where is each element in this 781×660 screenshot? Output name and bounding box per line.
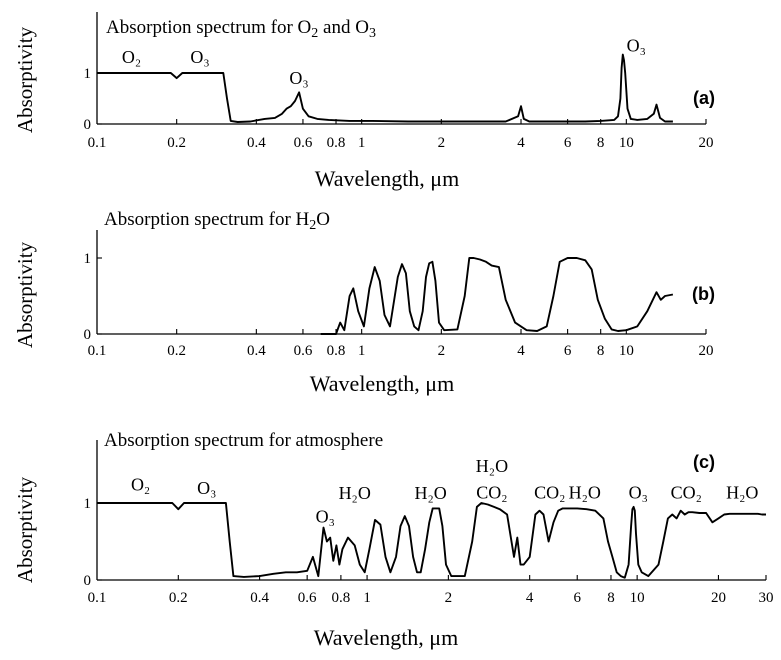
x-tick-label: 0.6 [298, 590, 317, 606]
molecule-annotation: O₃ [627, 36, 646, 56]
panel-c-ticks: 0.1 0.2 0.4 0.6 0.8 1 2 4 6 8 10 20 30 0 1 [84, 496, 774, 606]
panel-b: Absorption spectrum for H2O Absorptivity… [13, 209, 715, 396]
x-tick-label: 1 [358, 135, 366, 151]
x-tick-label: 1 [358, 343, 366, 359]
x-tick-label: 10 [630, 590, 645, 606]
x-tick-label: 0.1 [88, 343, 107, 359]
title-part: and O [318, 17, 369, 38]
title-part: Absorption spectrum for H [104, 209, 310, 230]
x-tick-label: 6 [564, 135, 572, 151]
panel-c-x-axis-label: Wavelength, μm [314, 625, 458, 650]
panel-b-x-axis-label: Wavelength, μm [310, 371, 454, 396]
panel-a-title: Absorption spectrum for O2 and O3 [106, 17, 376, 41]
panel-b-label: (b) [692, 284, 715, 304]
x-tick-label: 8 [597, 343, 605, 359]
molecule-annotation: H₂O [415, 483, 447, 503]
molecule-annotation: H₂O [569, 482, 601, 502]
molecule-annotation: H₂O [476, 456, 508, 476]
x-tick-label: 0.2 [167, 343, 186, 359]
panel-a-y-axis-label: Absorptivity [13, 26, 37, 133]
y-tick-label: 0 [84, 117, 92, 133]
molecule-annotation: H₂O [726, 482, 758, 502]
molecule-annotation: O₂ [122, 47, 141, 67]
molecule-annotation: O₃ [289, 68, 308, 88]
x-tick-label: 30 [759, 590, 774, 606]
molecule-annotation: CO₂ [476, 482, 507, 502]
molecule-annotation: CO₂ [534, 482, 565, 502]
x-tick-label: 0.4 [247, 135, 266, 151]
x-tick-label: 0.8 [327, 135, 346, 151]
panel-c-series-curve [97, 502, 766, 579]
title-part: 2 [311, 26, 318, 41]
panel-b-series-curve [320, 257, 674, 335]
x-tick-label: 0.2 [167, 135, 186, 151]
title-part: Absorption spectrum for O [106, 17, 311, 38]
panel-c-label: (c) [693, 452, 715, 472]
title-part: Absorption spectrum for atmosphere [104, 430, 383, 451]
panel-a-annotations: O₂ O₃ O₃ O₃ [122, 36, 646, 89]
x-tick-label: 6 [573, 590, 581, 606]
molecule-annotation: O₃ [190, 47, 209, 67]
panel-b-title: Absorption spectrum for H2O [104, 209, 330, 233]
title-part: O [316, 209, 330, 230]
molecule-annotation: CO₂ [671, 482, 702, 502]
panel-c-title: Absorption spectrum for atmosphere [104, 430, 383, 451]
x-tick-label: 0.6 [294, 135, 313, 151]
panel-a-series-curve [97, 53, 673, 123]
x-tick-label: 0.2 [169, 590, 188, 606]
y-tick-label: 1 [84, 251, 92, 267]
molecule-annotation: O₃ [197, 478, 216, 498]
x-tick-label: 0.4 [247, 343, 266, 359]
y-tick-label: 0 [84, 327, 92, 343]
x-tick-label: 10 [619, 343, 634, 359]
x-tick-label: 6 [564, 343, 572, 359]
y-tick-label: 1 [84, 496, 92, 512]
x-tick-label: 2 [438, 135, 446, 151]
panel-b-ticks: 0.1 0.2 0.4 0.6 0.8 1 2 4 6 8 10 20 0 1 [84, 251, 714, 359]
molecule-annotation: H₂O [339, 483, 371, 503]
x-tick-label: 8 [597, 135, 605, 151]
panel-b-y-axis-label: Absorptivity [13, 241, 37, 348]
x-tick-label: 0.1 [88, 135, 107, 151]
title-part: 3 [369, 26, 376, 41]
x-tick-label: 4 [517, 135, 525, 151]
x-tick-label: 20 [699, 343, 714, 359]
x-tick-label: 8 [607, 590, 615, 606]
panel-c-y-axis-label: Absorptivity [13, 476, 37, 583]
x-tick-label: 0.1 [88, 590, 107, 606]
panel-a-ticks: 0.1 0.2 0.4 0.6 0.8 1 2 4 6 8 10 20 0 1 [84, 66, 714, 151]
x-tick-label: 4 [526, 590, 534, 606]
x-tick-label: 20 [699, 135, 714, 151]
x-tick-label: 0.4 [250, 590, 269, 606]
panel-a-x-axis-label: Wavelength, μm [315, 166, 459, 191]
molecule-annotation: O₂ [131, 475, 150, 495]
x-tick-label: 2 [445, 590, 453, 606]
panel-c: Absorption spectrum for atmosphere Absor… [13, 430, 774, 650]
y-tick-label: 1 [84, 66, 92, 82]
molecule-annotation: O₃ [629, 482, 648, 502]
x-tick-label: 1 [363, 590, 371, 606]
panel-a-label: (a) [693, 88, 715, 108]
x-tick-label: 0.8 [332, 590, 351, 606]
x-tick-label: 20 [711, 590, 726, 606]
x-tick-label: 0.8 [327, 343, 346, 359]
x-tick-label: 4 [517, 343, 525, 359]
x-tick-label: 0.6 [294, 343, 313, 359]
molecule-annotation: O₃ [316, 506, 335, 526]
panel-a: Absorption spectrum for O2 and O3 Absorp… [13, 12, 715, 191]
x-tick-label: 10 [619, 135, 634, 151]
title-part: 2 [309, 218, 316, 233]
x-tick-label: 2 [438, 343, 446, 359]
y-tick-label: 0 [84, 573, 92, 589]
